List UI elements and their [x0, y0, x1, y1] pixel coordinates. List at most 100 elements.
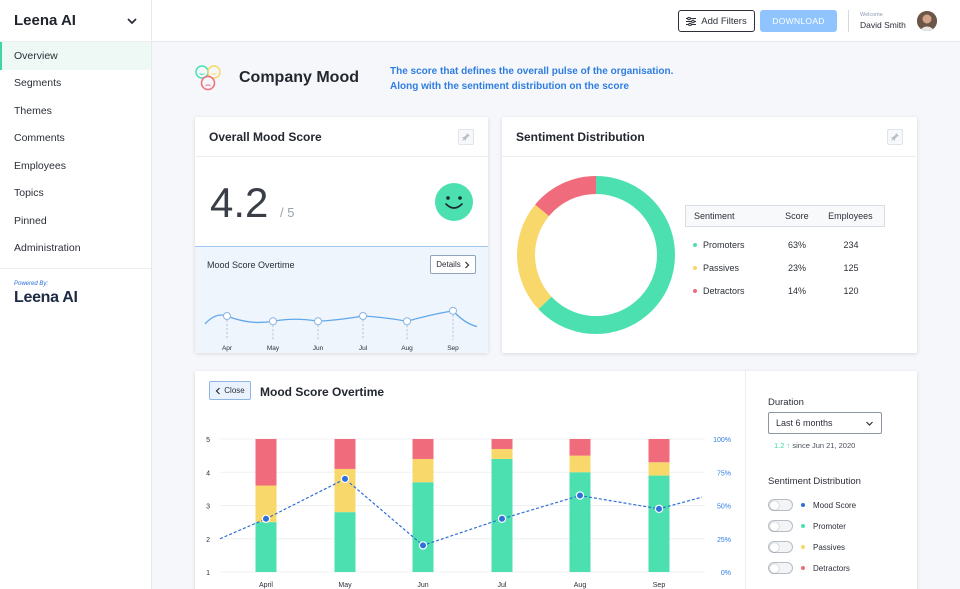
close-label: Close — [224, 386, 245, 395]
col-header-sentiment: Sentiment — [694, 211, 735, 221]
avatar[interactable] — [917, 11, 937, 31]
sentiment-card: Sentiment Distribution Sentiment Score E… — [502, 117, 917, 353]
trend-point — [269, 317, 277, 326]
powered-by: Powered By: Leena AI — [0, 269, 151, 307]
nav-list: Overview Segments Themes Comments Employ… — [0, 42, 151, 262]
passive-dot-icon — [693, 265, 697, 270]
y2-tick-label: 25% — [717, 537, 731, 544]
toggle-switch[interactable] — [768, 562, 793, 574]
row-label: Passives — [685, 263, 777, 273]
toggle-switch[interactable] — [768, 499, 793, 511]
x-tick-label: Sep — [653, 582, 666, 589]
chevron-down-icon[interactable] — [125, 14, 139, 28]
y-tick-label: 2 — [206, 537, 210, 544]
row-score: 14% — [787, 285, 806, 296]
powered-by-label: Powered By: — [14, 281, 49, 287]
toggle-label: Mood Score — [813, 500, 857, 510]
sidebar-item-themes[interactable]: Themes — [0, 97, 151, 125]
duration-label: Duration — [768, 397, 804, 408]
leena-logo: Leena AI — [14, 289, 137, 307]
table-row: Passives 23% 125 — [685, 256, 885, 279]
col-header-employees: Employees — [828, 211, 873, 221]
mood-trend-chart: Apr May Jun Jul Aug Sep — [204, 306, 478, 352]
x-tick-label: Aug — [574, 582, 587, 589]
sidebar-item-pinned[interactable]: Pinned — [0, 207, 151, 235]
happy-face-icon — [435, 183, 473, 221]
mood-score-point — [418, 541, 428, 550]
brand-header: Leena AI — [0, 0, 151, 42]
app-title: Leena AI — [14, 12, 76, 29]
topbar: Add Filters DOWNLOAD Welcome David Smith — [152, 0, 960, 42]
trend-point — [223, 312, 231, 320]
add-filters-label: Add Filters — [701, 15, 747, 27]
col-header-score: Score — [785, 211, 809, 221]
donut-slice-detractors — [535, 176, 597, 217]
trend-x-label: Jul — [359, 345, 368, 352]
sidebar-item-segments[interactable]: Segments — [0, 70, 151, 98]
toggle-label: Promoter — [813, 521, 846, 531]
mood-score-point — [340, 474, 350, 484]
mood-score-line — [219, 478, 703, 547]
download-button[interactable]: DOWNLOAD — [760, 10, 837, 32]
sliders-icon — [686, 16, 697, 26]
toggle-passives[interactable]: Passives — [768, 541, 845, 553]
mood-trend-line — [204, 310, 478, 328]
x-tick-label: Jun — [417, 582, 428, 589]
sidebar-divider — [0, 268, 151, 269]
y2-tick-label: 100% — [713, 437, 731, 444]
mood-score-card-header: Overall Mood Score — [195, 117, 488, 157]
duration-change: 1.2 ↑ since Jun 21, 2020 — [774, 441, 855, 450]
page-description: The score that defines the overall pulse… — [390, 64, 673, 94]
row-employees: 234 — [843, 239, 859, 250]
toggle-detractors[interactable]: Detractors — [768, 562, 850, 574]
row-name: Detractors — [703, 285, 745, 296]
toggle-promoter[interactable]: Promoter — [768, 520, 846, 532]
sentiment-card-title: Sentiment Distribution — [516, 129, 645, 144]
change-value: 1.2 — [774, 441, 785, 450]
sidebar-item-comments[interactable]: Comments — [0, 125, 151, 153]
sidebar-item-label: Comments — [14, 132, 65, 145]
sidebar-item-label: Pinned — [14, 214, 47, 227]
sidebar-item-employees[interactable]: Employees — [0, 152, 151, 180]
bar-passives — [648, 462, 670, 476]
close-button[interactable]: Close — [209, 381, 251, 400]
add-filters-button[interactable]: Add Filters — [678, 10, 755, 32]
promoter-dot-icon — [693, 242, 697, 247]
detractor-dot-icon — [693, 288, 697, 293]
sidebar-item-topics[interactable]: Topics — [0, 180, 151, 208]
table-row: Promoters 63% 234 — [685, 233, 885, 256]
promoter-dot-icon — [801, 524, 805, 528]
bar-passives — [569, 455, 591, 473]
toggle-switch[interactable] — [768, 541, 793, 553]
pin-icon[interactable] — [458, 129, 474, 145]
toggle-mood-score[interactable]: Mood Score — [768, 499, 856, 511]
mood-trend-title: Mood Score Overtime — [207, 260, 295, 270]
sidebar-item-overview[interactable]: Overview — [0, 42, 151, 70]
chevron-right-icon — [464, 261, 470, 268]
pin-icon[interactable] — [887, 129, 903, 145]
page-title: Company Mood — [239, 69, 359, 86]
y-tick-label: 5 — [206, 437, 210, 444]
row-employees: 120 — [843, 285, 859, 296]
since-date: since Jun 21, 2020 — [792, 441, 856, 450]
toggle-switch[interactable] — [768, 520, 793, 532]
overtime-controls: Duration Last 6 months 1.2 ↑ since Jun 2… — [745, 371, 917, 589]
duration-select[interactable]: Last 6 months — [768, 412, 882, 434]
x-tick-label: May — [338, 582, 352, 589]
mood-score-point — [497, 514, 507, 524]
arrow-up-icon: ↑ — [784, 441, 793, 450]
trend-x-label: Sep — [447, 345, 459, 352]
bar-promoter — [255, 522, 277, 572]
sidebar-item-administration[interactable]: Administration — [0, 235, 151, 263]
distribution-label: Sentiment Distribution — [768, 476, 861, 487]
table-row: Detractors 14% 120 — [685, 279, 885, 302]
toggle-label: Detractors — [813, 563, 850, 573]
donut-slice-passives — [517, 204, 552, 310]
donut-slice-promoters — [538, 176, 675, 334]
bar-promoter — [334, 512, 356, 572]
bar-detractors — [648, 439, 670, 463]
y-tick-label: 4 — [206, 470, 210, 477]
sidebar: Leena AI Overview Segments Themes Commen… — [0, 0, 152, 589]
details-button[interactable]: Details — [430, 255, 476, 274]
trend-x-label: May — [267, 345, 280, 352]
